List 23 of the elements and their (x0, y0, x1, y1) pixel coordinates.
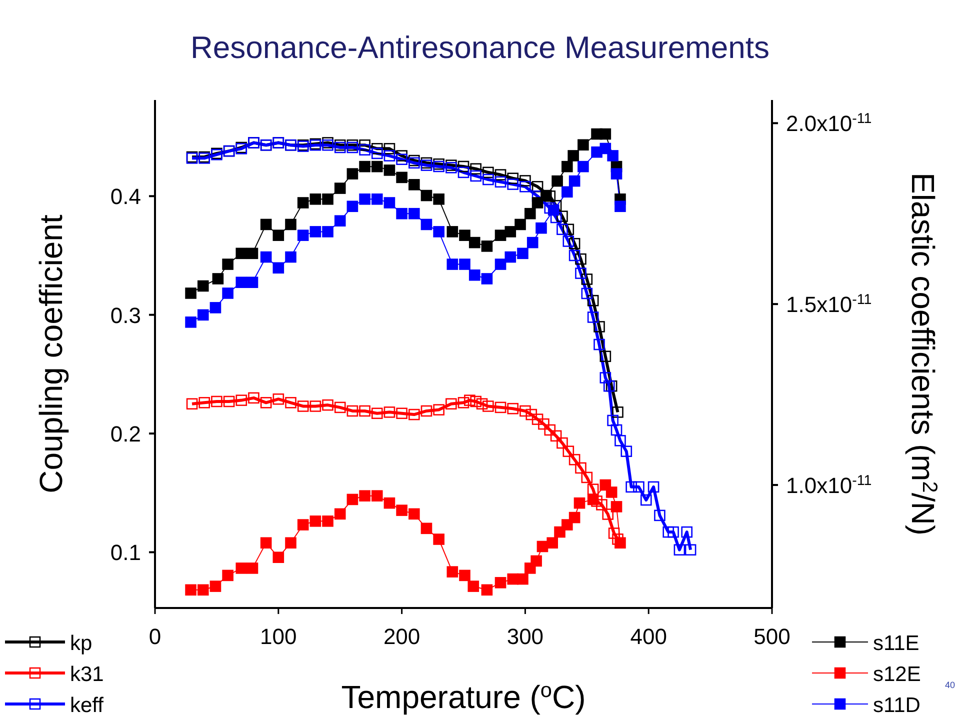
legend-label: keff (70, 694, 104, 717)
x-tick-label: 400 (630, 624, 667, 649)
chart-title: Resonance-Antiresonance Measurements (190, 30, 770, 65)
x-tick-label: 300 (506, 624, 544, 649)
y-tick-label: 0.4 (110, 184, 141, 210)
legend-label: s11D (873, 694, 920, 717)
x-tick-label: 200 (383, 624, 420, 649)
y-tick-label: 0.1 (110, 540, 141, 566)
y-tick-label: 0.3 (110, 302, 141, 328)
y2-tick-label: 1.5x10$^{-11}$ (786, 292, 872, 318)
x-tick-label: 100 (260, 624, 297, 649)
legend-label: s11E (873, 632, 920, 655)
y-tick-label: 0.2 (110, 422, 141, 447)
y-axis-title: Coupling coefficient (33, 214, 69, 494)
x-tick-label: 500 (754, 624, 790, 649)
y2-tick-label: 1.0x10$^{-11}$ (786, 472, 872, 498)
legend-label: kp (70, 632, 92, 655)
text: 40 (944, 680, 956, 690)
y2-tick-label: 2.0x10$^{-11}$ (786, 111, 872, 136)
legend-label: k31 (70, 663, 104, 686)
x-tick-label: 0 (148, 624, 162, 649)
legend-label: s12E (873, 663, 921, 686)
x-axis-title: Temperature ($^{o}$C) (341, 678, 586, 715)
